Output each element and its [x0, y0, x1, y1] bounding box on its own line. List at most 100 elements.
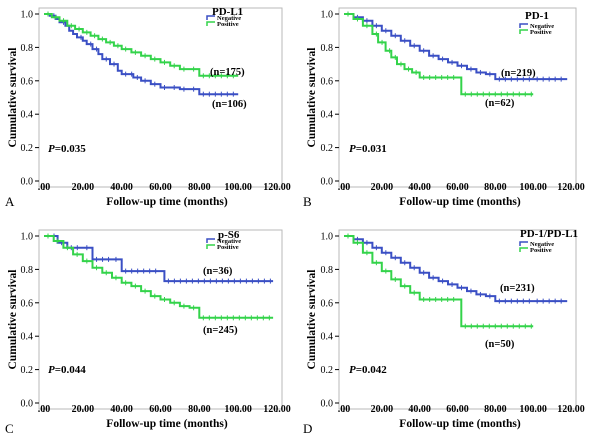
- y-tick-label: 0.2: [321, 143, 334, 154]
- panel-c: 0.0 0.2 0.4 0.6 0.8 1.0 .00 20.00 40.00 60.00 80.0…: [5, 229, 291, 436]
- y-tick-label: 0.6: [21, 298, 34, 309]
- legend-swatch-negative: [519, 23, 528, 28]
- x-axis-label: Follow-up time (months): [399, 196, 521, 208]
- y-tick-label: 0.0: [321, 177, 334, 188]
- legend-label-positive: Positive: [217, 244, 239, 251]
- count-label-negative: (n=231): [500, 283, 535, 294]
- p-symbol: P: [349, 364, 356, 376]
- p-symbol: P: [48, 143, 55, 155]
- legend-swatch-positive: [519, 247, 528, 252]
- y-axis-label: Cumulative survival: [7, 270, 19, 370]
- legend-swatch-negative: [206, 238, 215, 243]
- x-tick-label: .00: [338, 404, 351, 415]
- x-tick-label: 100.00: [519, 404, 547, 415]
- x-tick-label: 120.00: [263, 182, 291, 193]
- x-axis-label: Follow-up time (months): [399, 418, 521, 430]
- survival-curve-negative: [344, 13, 568, 81]
- legend-label-negative: Negative: [530, 241, 554, 248]
- x-tick-label: 40.00: [408, 404, 431, 415]
- y-axis-label: Cumulative survival: [306, 48, 318, 148]
- survival-curve-negative: [344, 235, 568, 303]
- panel-letter: D: [303, 421, 312, 436]
- y-tick-label: 0.0: [21, 177, 34, 188]
- survival-curve-positive: [44, 13, 239, 77]
- legend-swatch-negative: [206, 15, 215, 20]
- x-axis-label: Follow-up time (months): [106, 196, 228, 208]
- x-tick-label: 100.00: [224, 182, 252, 193]
- x-tick-label: 80.00: [484, 182, 507, 193]
- legend-label-positive: Positive: [530, 29, 552, 36]
- p-value: P=0.044: [48, 364, 86, 376]
- legend-swatch-positive: [206, 244, 215, 249]
- x-tick-label: 20.00: [72, 182, 95, 193]
- y-tick-label: 0.0: [321, 399, 334, 410]
- y-tick-label: 0.4: [21, 332, 34, 343]
- y-tick-label: 1.0: [321, 10, 334, 21]
- p-symbol: P: [48, 364, 55, 376]
- y-tick-label: 0.6: [321, 298, 334, 309]
- y-tick-label: 0.2: [321, 365, 334, 376]
- y-tick-label: 0.4: [321, 110, 334, 121]
- x-tick-label: 60.00: [446, 182, 469, 193]
- count-label-negative: (n=106): [212, 99, 247, 110]
- plot-frame: [338, 229, 577, 410]
- p-number: =0.042: [356, 364, 388, 376]
- survival-curve-negative: [44, 235, 274, 283]
- p-number: =0.031: [356, 143, 387, 155]
- x-tick-label: 100.00: [519, 182, 547, 193]
- legend-label-positive: Positive: [530, 247, 552, 254]
- y-tick-label: 0.4: [321, 332, 334, 343]
- p-symbol: P: [349, 143, 356, 155]
- p-value: P=0.031: [349, 143, 387, 155]
- legend-swatch-positive: [206, 21, 215, 26]
- legend-label-negative: Negative: [217, 238, 241, 245]
- p-number: =0.044: [55, 364, 87, 376]
- y-tick-label: 0.2: [21, 365, 34, 376]
- count-label-positive: (n=62): [485, 98, 515, 109]
- count-label-negative: (n=219): [501, 68, 536, 79]
- x-tick-label: 60.00: [149, 182, 172, 193]
- y-tick-label: 0.6: [21, 76, 34, 87]
- x-tick-label: 20.00: [371, 404, 394, 415]
- y-tick-label: 0.0: [21, 399, 34, 410]
- count-label-positive: (n=245): [203, 325, 238, 336]
- x-tick-label: 60.00: [149, 404, 172, 415]
- p-value: P=0.035: [48, 143, 86, 155]
- p-value: P=0.042: [349, 364, 387, 376]
- y-tick-label: 0.8: [321, 43, 334, 54]
- panel-title: PD-L1: [212, 6, 243, 18]
- y-tick-label: 1.0: [21, 232, 34, 243]
- survival-curve-positive: [344, 235, 534, 328]
- x-tick-label: 80.00: [188, 182, 211, 193]
- panel-title: PD-1: [525, 10, 549, 22]
- x-tick-label: .00: [38, 182, 51, 193]
- x-tick-label: 80.00: [188, 404, 211, 415]
- survival-curve-positive: [344, 13, 534, 96]
- legend-swatch-negative: [519, 241, 528, 246]
- survival-curve-positive: [44, 235, 274, 319]
- legend-label-positive: Positive: [217, 21, 239, 28]
- panel-letter: A: [5, 194, 15, 209]
- x-tick-label: 40.00: [408, 182, 431, 193]
- y-tick-label: 1.0: [21, 10, 34, 21]
- x-tick-label: 120.00: [557, 404, 585, 415]
- legend-label-negative: Negative: [217, 15, 241, 22]
- count-label-positive: (n=50): [485, 339, 515, 350]
- panel-a: 0.0 0.2 0.4 0.6 0.8 1.0 .00 20.00 40.00 60.00 80.0…: [5, 6, 291, 209]
- panel-title: PD-1/PD-L1: [520, 228, 578, 240]
- y-tick-label: 0.2: [21, 143, 34, 154]
- legend-swatch-positive: [519, 29, 528, 34]
- y-tick-label: 0.8: [21, 43, 34, 54]
- count-label-positive: (n=175): [210, 67, 245, 78]
- x-tick-label: 20.00: [371, 182, 394, 193]
- x-tick-label: .00: [338, 182, 351, 193]
- panel-d: 0.0 0.2 0.4 0.6 0.8 1.0 .00 20.00 40.00 60.00 80.0…: [303, 228, 585, 436]
- x-tick-label: 20.00: [72, 404, 95, 415]
- x-axis-label: Follow-up time (months): [106, 418, 228, 430]
- x-tick-label: 100.00: [224, 404, 252, 415]
- panel-letter: B: [303, 194, 312, 209]
- y-axis-label: Cumulative survival: [7, 48, 19, 148]
- x-tick-label: 80.00: [484, 404, 507, 415]
- y-tick-label: 0.6: [321, 76, 334, 87]
